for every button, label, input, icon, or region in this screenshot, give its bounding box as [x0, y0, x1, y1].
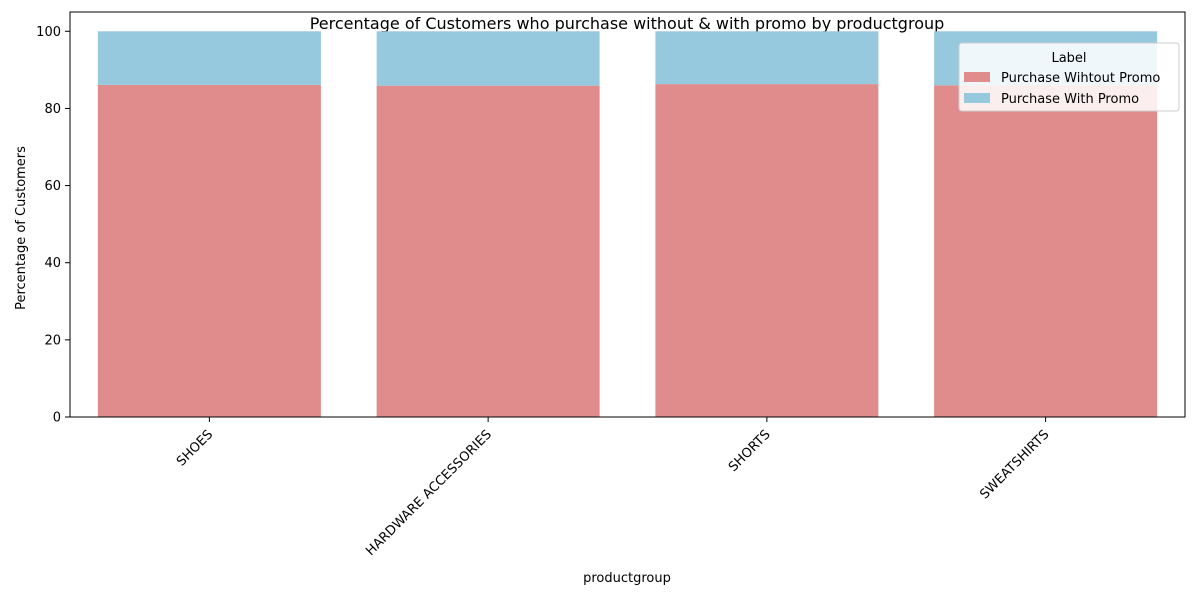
legend-label: Purchase With Promo [1001, 92, 1139, 107]
x-tick-label: SHOES [174, 427, 216, 469]
y-tick-label: 20 [44, 333, 61, 348]
bar-without-promo-shorts [655, 84, 879, 417]
chart-title: Percentage of Customers who purchase wit… [310, 14, 945, 33]
bar-with-promo-hardware-accessories [376, 31, 600, 86]
legend-swatch [964, 93, 990, 103]
bar-without-promo-shoes [97, 84, 321, 418]
x-tick-label: HARDWARE ACCESSORIES [363, 427, 495, 559]
bar-without-promo-hardware-accessories [376, 85, 600, 418]
legend-box [958, 42, 1180, 112]
x-tick-label: SHORTS [726, 427, 774, 475]
bar-without-promo-sweatshirts [934, 85, 1158, 418]
y-tick-label: 0 [53, 411, 61, 426]
y-tick-label: 40 [44, 256, 61, 271]
y-axis-label: Percentage of Customers [14, 146, 29, 310]
legend-title: Label [1051, 51, 1086, 66]
bar-with-promo-shoes [97, 31, 321, 85]
x-axis-label: productgroup [583, 571, 671, 586]
legend-swatch [964, 72, 990, 82]
y-tick-label: 100 [36, 25, 61, 40]
y-tick-label: 80 [44, 102, 61, 117]
legend: Label Purchase Wihtout Promo Purchase With… [958, 42, 1180, 112]
y-tick-label: 60 [44, 179, 61, 194]
x-axis: SHOES HARDWARE ACCESSORIES SHORTS SWEATSHIR… [174, 417, 1052, 559]
y-axis: 0 20 40 60 80 100 [36, 25, 70, 426]
bar-with-promo-shorts [655, 31, 879, 85]
x-tick-label: SWEATSHIRTS [977, 427, 1052, 502]
plot-frame [69, 11, 1186, 418]
legend-label: Purchase Wihtout Promo [1001, 71, 1160, 86]
